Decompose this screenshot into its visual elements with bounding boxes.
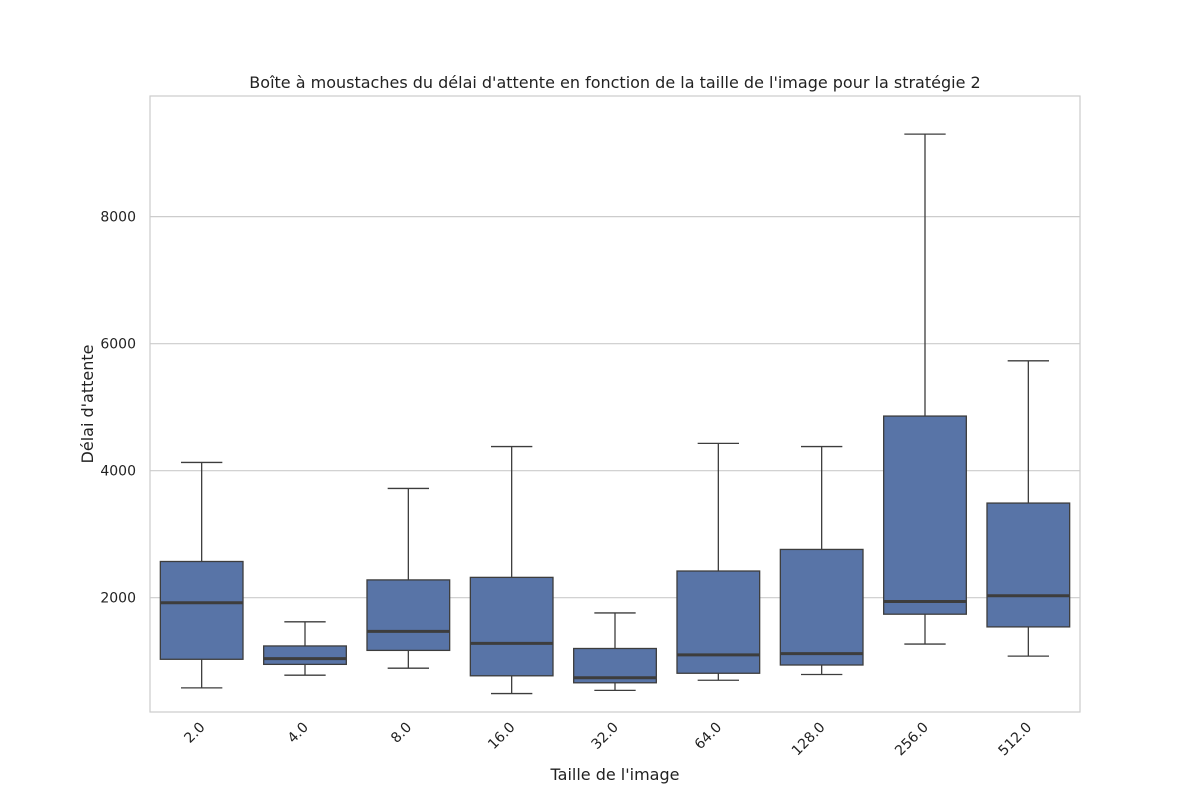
iqr-box	[469, 576, 554, 677]
box-16.0	[469, 445, 554, 695]
box-2.0	[159, 461, 244, 689]
y-tick-label: 2000	[100, 591, 136, 607]
y-tick-label: 8000	[100, 210, 136, 226]
x-tick-label: 256.0	[892, 720, 932, 760]
y-tick-label: 4000	[100, 464, 136, 480]
chart-title: Boîte à moustaches du délai d'attente en…	[249, 73, 980, 92]
x-tick-label: 2.0	[181, 720, 208, 747]
x-tick-label: 512.0	[995, 720, 1035, 760]
iqr-box	[159, 560, 244, 660]
iqr-box	[883, 415, 967, 615]
x-tick-label: 4.0	[285, 720, 312, 747]
x-tick-label: 16.0	[485, 720, 518, 753]
x-tick-label: 128.0	[789, 720, 829, 760]
boxes-group	[159, 133, 1071, 695]
iqr-box	[263, 645, 347, 666]
iqr-box	[676, 570, 761, 674]
box-8.0	[366, 487, 451, 669]
x-tick-label: 64.0	[692, 720, 725, 753]
y-axis-label: Délai d'attente	[78, 345, 97, 464]
y-axis-ticks: 2000 4000 6000 8000	[100, 210, 136, 607]
x-tick-label: 8.0	[388, 720, 415, 747]
plot-frame	[149, 95, 1081, 713]
box-256.0	[883, 133, 967, 645]
x-axis-ticks: 2.0 4.0 8.0 16.0 32.0 64.0 128.0 256.0 512.0	[181, 720, 1035, 760]
x-tick-label: 32.0	[588, 720, 621, 753]
box-64.0	[676, 442, 761, 681]
box-4.0	[263, 621, 347, 676]
x-axis-label: Taille de l'image	[550, 765, 680, 784]
box-128.0	[779, 445, 864, 676]
y-tick-label: 6000	[100, 337, 136, 353]
iqr-box	[986, 502, 1071, 628]
iqr-box	[366, 579, 451, 652]
box-32.0	[573, 612, 657, 692]
iqr-box	[779, 548, 864, 666]
box-512.0	[986, 360, 1071, 657]
